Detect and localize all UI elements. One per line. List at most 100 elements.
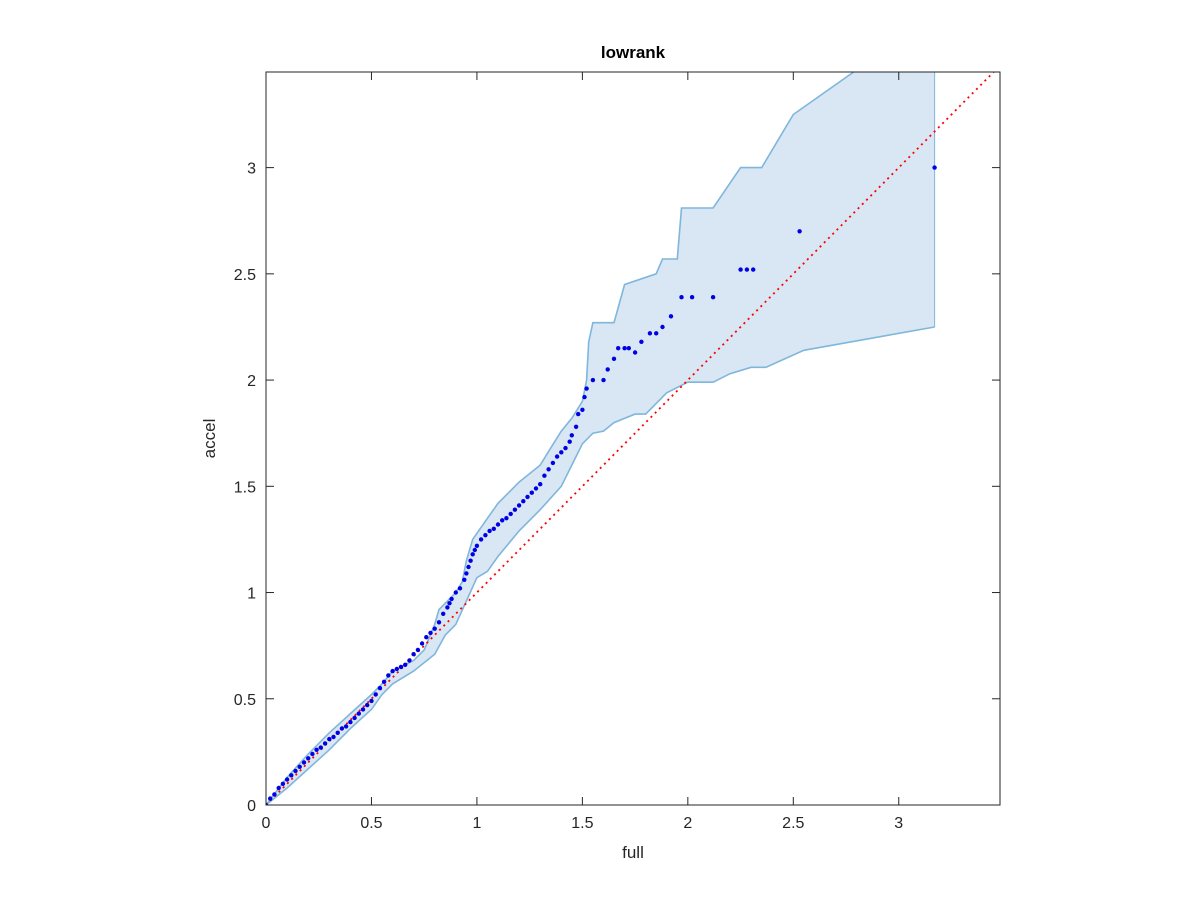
data-point — [272, 792, 277, 797]
data-point — [453, 590, 458, 595]
data-point — [441, 611, 446, 616]
y-tick-label: 0 — [247, 798, 256, 815]
data-point — [605, 367, 610, 372]
data-point — [647, 331, 653, 336]
data-point — [352, 715, 357, 721]
data-point — [478, 537, 484, 542]
data-point — [348, 719, 353, 725]
data-point — [576, 411, 581, 417]
data-point — [335, 730, 340, 735]
data-point — [632, 350, 638, 355]
data-point — [483, 533, 488, 538]
data-point — [415, 647, 421, 653]
data-point — [710, 295, 716, 300]
data-point — [567, 439, 572, 444]
data-point — [470, 552, 475, 557]
data-point — [569, 433, 574, 438]
data-point — [318, 745, 323, 750]
data-point — [542, 473, 547, 478]
data-point — [360, 707, 366, 712]
data-point — [356, 711, 361, 716]
data-point — [689, 295, 695, 300]
data-point — [487, 528, 492, 534]
data-point — [276, 785, 281, 791]
x-tick-label: 0 — [262, 815, 271, 832]
data-point — [559, 450, 564, 455]
data-point — [616, 346, 621, 351]
y-tick-label: 1 — [247, 586, 256, 603]
confidence-band-lower — [266, 326, 935, 805]
data-point — [365, 702, 370, 708]
x-tick-label: 1.5 — [571, 815, 593, 832]
chart-title: lowrank — [601, 43, 666, 62]
data-point — [563, 445, 568, 451]
data-point — [449, 596, 454, 602]
data-point — [301, 760, 307, 765]
data-point — [436, 620, 442, 625]
x-tick-label: 0.5 — [360, 815, 382, 832]
data-point — [797, 229, 802, 234]
data-point — [268, 796, 273, 801]
data-point — [327, 736, 332, 742]
data-point — [495, 522, 501, 527]
data-point — [284, 777, 290, 782]
data-point — [500, 518, 505, 523]
data-point — [491, 526, 496, 531]
y-axis-label: accel — [200, 419, 219, 459]
data-point — [512, 507, 518, 512]
data-point — [508, 511, 513, 517]
data-point — [516, 503, 522, 508]
data-point — [373, 692, 378, 697]
data-point — [660, 324, 665, 330]
x-axis-label: full — [622, 843, 644, 862]
data-point — [280, 781, 286, 786]
confidence-band-fill — [266, 72, 935, 805]
data-point — [424, 635, 429, 640]
axes-box — [265, 71, 1001, 806]
x-tick-label: 2.5 — [782, 815, 804, 832]
data-point — [428, 630, 433, 636]
x-tick-label: 3 — [894, 815, 903, 832]
data-point — [679, 295, 684, 300]
data-point — [550, 460, 556, 466]
data-point — [369, 698, 374, 704]
data-point — [472, 547, 477, 553]
data-point — [639, 339, 644, 344]
data-point — [751, 267, 756, 272]
data-point — [403, 662, 408, 667]
data-point — [343, 724, 349, 729]
y-tick-label: 2.5 — [234, 267, 256, 284]
data-point — [573, 424, 579, 429]
data-point — [398, 664, 404, 670]
data-point — [466, 564, 471, 570]
x-tick-label: 1 — [472, 815, 481, 832]
data-point — [297, 764, 302, 769]
data-point — [744, 267, 750, 272]
data-point — [654, 331, 659, 336]
data-point — [601, 377, 606, 383]
data-point — [626, 346, 631, 351]
data-point — [411, 652, 416, 657]
y-tick-label: 3 — [247, 161, 256, 178]
data-point — [394, 666, 399, 672]
data-point — [377, 685, 383, 691]
data-point — [314, 747, 319, 752]
plot-content — [266, 72, 995, 805]
data-point — [462, 577, 467, 582]
data-point — [580, 407, 585, 412]
data-point — [468, 558, 473, 563]
data-point — [622, 346, 627, 351]
x-tick-label: 2 — [683, 815, 692, 832]
data-point — [546, 467, 551, 472]
data-point — [445, 605, 450, 610]
data-point — [390, 668, 395, 674]
data-point — [419, 641, 425, 646]
data-point — [432, 626, 437, 631]
data-point — [582, 394, 587, 400]
data-point — [504, 516, 509, 521]
data-point — [310, 751, 315, 757]
data-point — [525, 494, 530, 500]
confidence-band-upper — [266, 72, 856, 805]
